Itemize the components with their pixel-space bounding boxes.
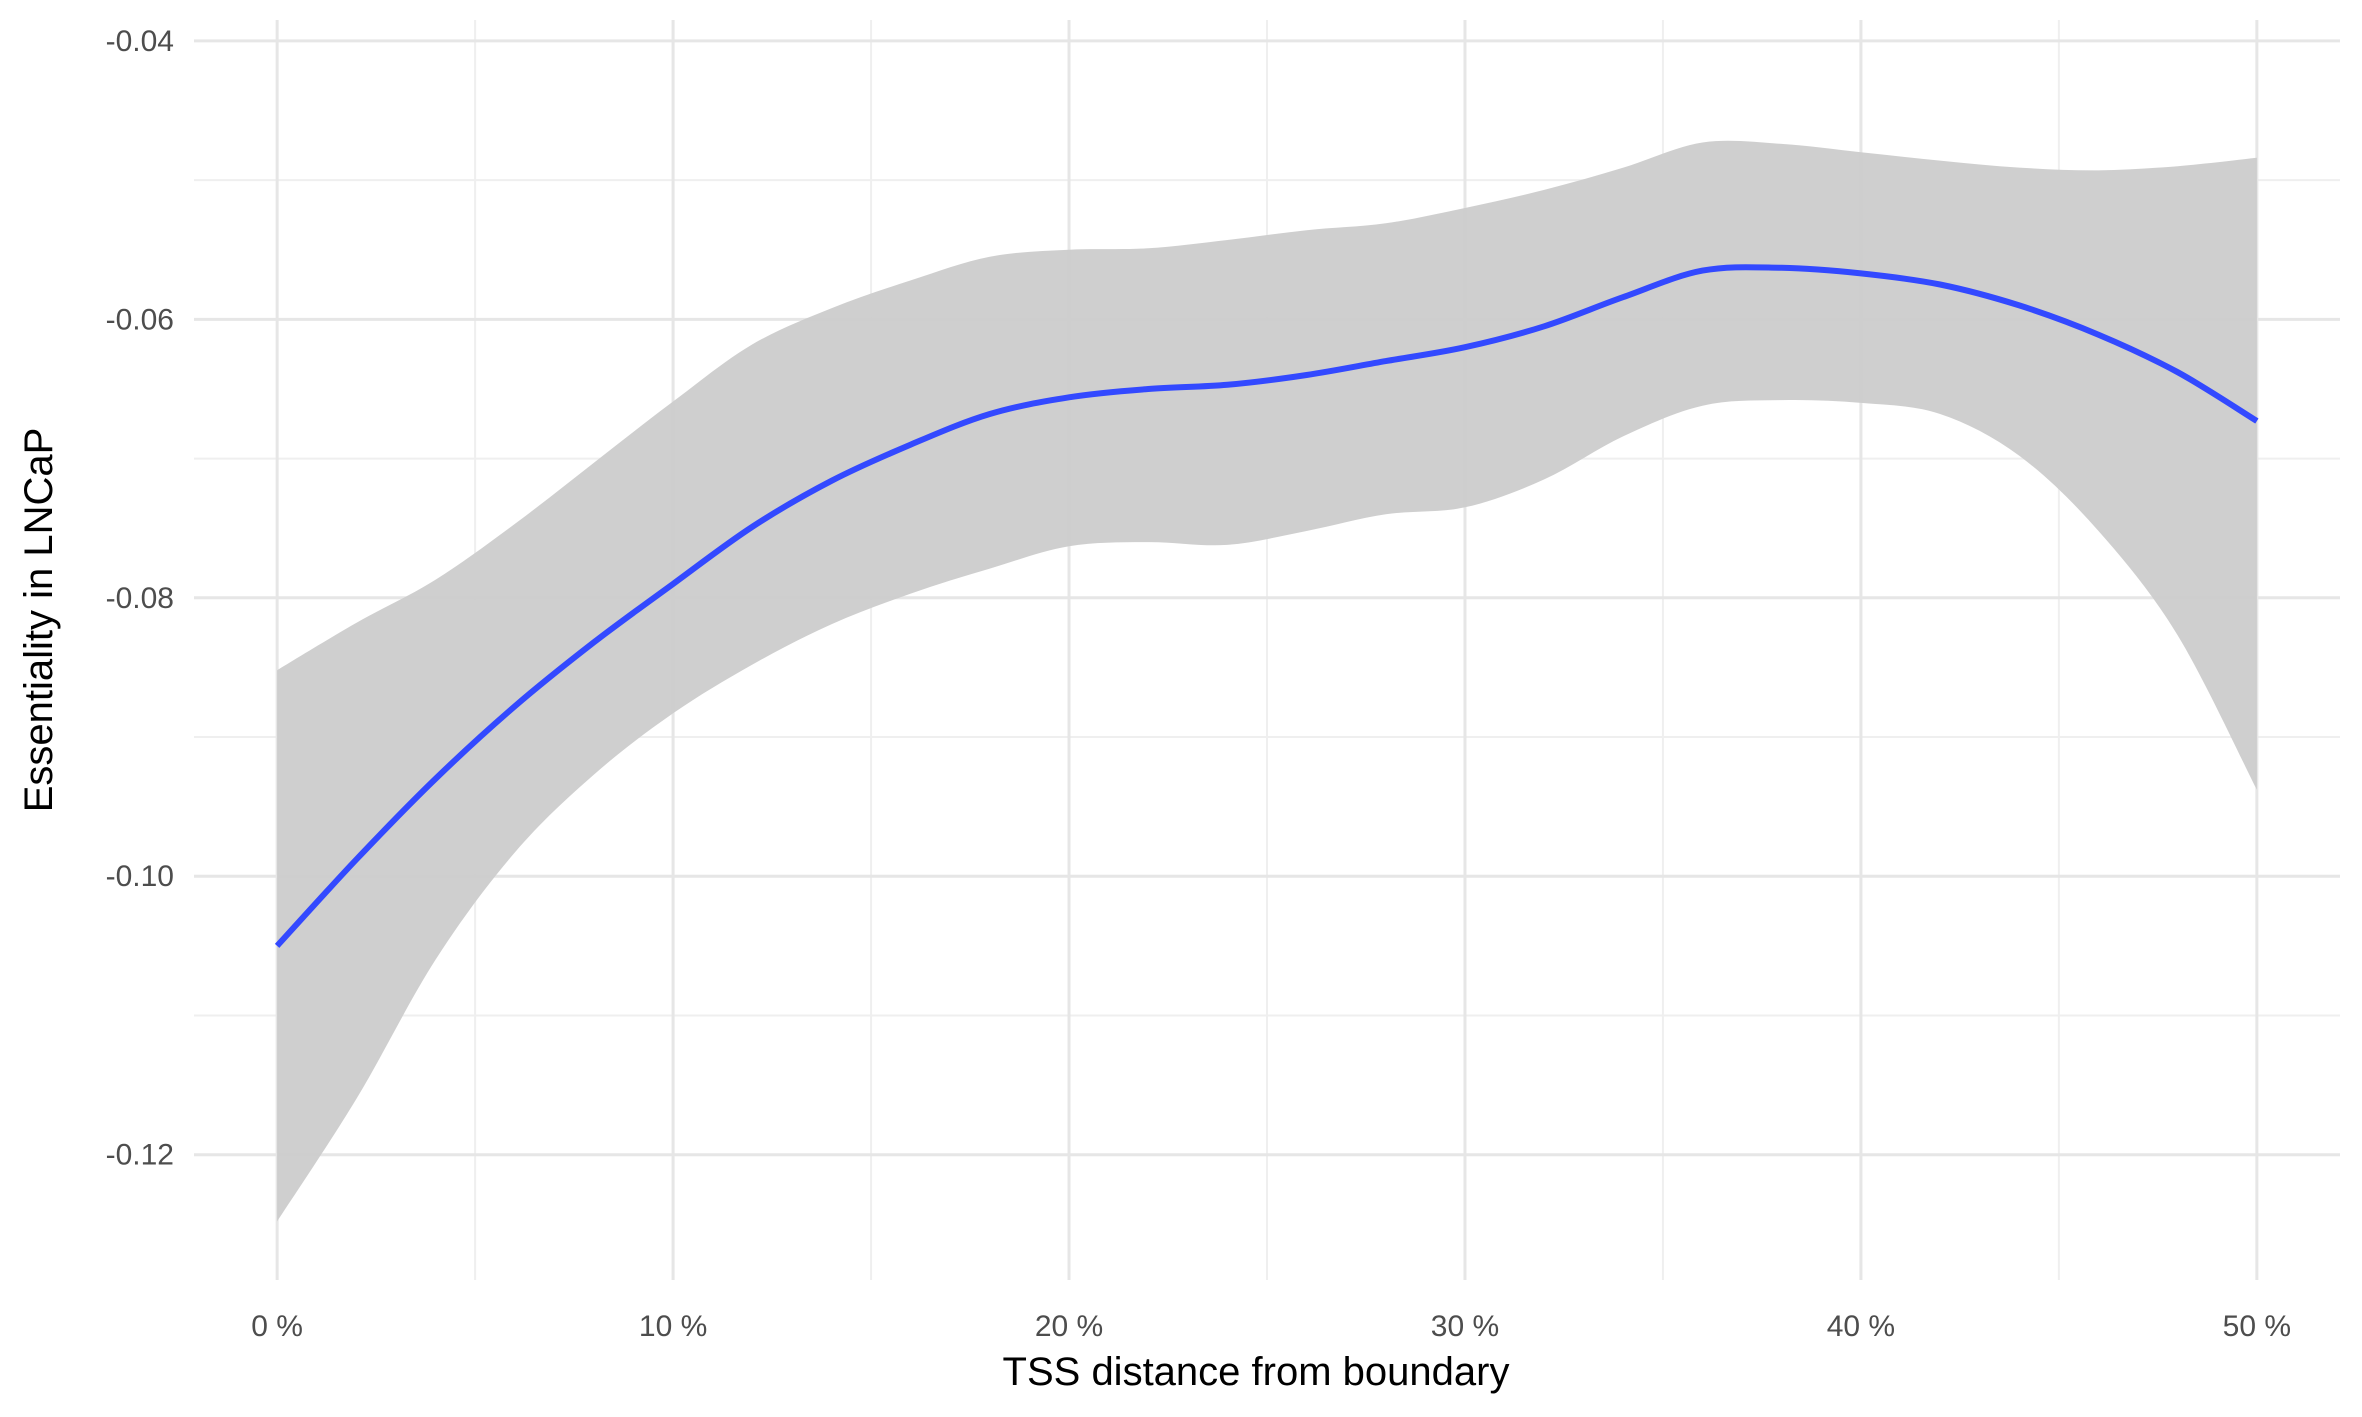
x-axis-title: TSS distance from boundary	[1003, 1350, 1510, 1394]
y-tick-label: -0.08	[106, 582, 174, 615]
x-tick-label: 0 %	[251, 1310, 303, 1343]
x-tick-label: 40 %	[1827, 1310, 1895, 1343]
x-axis-tick-labels: 0 % 10 % 20 % 30 % 40 % 50 %	[251, 1310, 2291, 1343]
y-axis-title: Essentiality in LNCaP	[17, 428, 61, 813]
smooth-trend-line	[274, 264, 2259, 948]
y-tick-label: -0.12	[106, 1139, 174, 1172]
x-tick-label: 30 %	[1431, 1310, 1499, 1343]
y-tick-label: -0.06	[106, 303, 174, 336]
confidence-band	[277, 140, 2257, 1222]
y-axis-tick-labels: -0.12 -0.10 -0.08 -0.06 -0.04	[106, 25, 174, 1172]
major-gridlines	[194, 20, 2340, 1280]
x-tick-label: 20 %	[1035, 1310, 1103, 1343]
y-tick-label: -0.10	[106, 860, 174, 893]
x-tick-label: 10 %	[639, 1310, 707, 1343]
y-tick-label: -0.04	[106, 25, 174, 58]
x-tick-label: 50 %	[2223, 1310, 2291, 1343]
